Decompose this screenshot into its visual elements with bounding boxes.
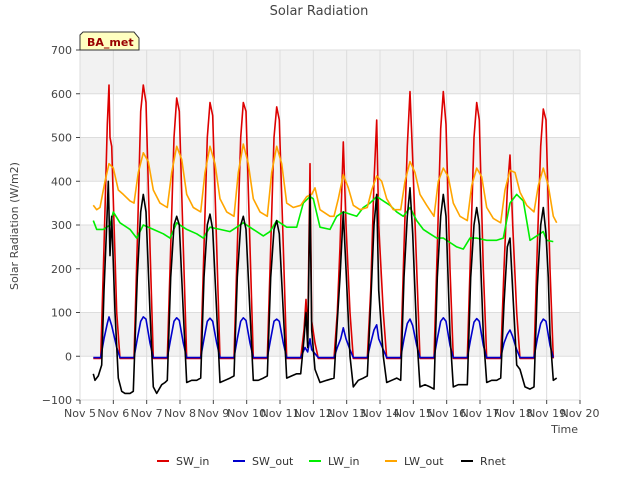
grid-bands (80, 50, 580, 357)
x-tick-label: Nov 17 (461, 407, 500, 420)
grid-band (80, 312, 580, 357)
legend-label: Rnet (480, 455, 506, 468)
grid-band (80, 137, 580, 182)
x-tick-label: Nov 19 (527, 407, 566, 420)
x-tick-label: Nov 5 (64, 407, 96, 420)
series-line-sw-out (93, 316, 555, 359)
y-tick-label: 700 (51, 44, 72, 57)
station-badge: BA_met (79, 31, 140, 51)
y-tick-label: −100 (42, 394, 72, 407)
station-badge-label: BA_met (87, 36, 134, 49)
grid-band (80, 50, 580, 94)
x-tick-label: Nov 16 (427, 407, 466, 420)
legend-label: SW_in (176, 455, 209, 468)
y-tick-label: 500 (51, 132, 72, 145)
legend: SW_in SW_out LW_in LW_out Rnet (157, 455, 506, 468)
x-tick-label: Nov 7 (131, 407, 163, 420)
legend-label: LW_out (404, 455, 444, 468)
x-tick-label: Nov 9 (197, 407, 229, 420)
x-tick-label: Nov 15 (394, 407, 433, 420)
x-tick-label: Nov 10 (227, 407, 266, 420)
legend-label: SW_out (252, 455, 294, 468)
y-axis-ticks: −100 0 100 200 300 400 500 600 700 (42, 44, 80, 407)
grid-band (80, 225, 580, 269)
x-tick-label: Nov 18 (494, 407, 533, 420)
x-tick-label: Nov 13 (327, 407, 366, 420)
legend-label: LW_in (328, 455, 360, 468)
series-line-lw-out (92, 143, 558, 224)
station-badge-box (79, 31, 140, 51)
y-tick-label: 600 (51, 88, 72, 101)
y-tick-label: 100 (51, 307, 72, 320)
series-layer (92, 84, 558, 395)
x-axis-label: Time (550, 423, 578, 436)
y-tick-label: 300 (51, 219, 72, 232)
x-tick-label: Nov 12 (294, 407, 333, 420)
x-tick-label: Nov 20 (561, 407, 600, 420)
x-tick-label: Nov 8 (164, 407, 196, 420)
y-tick-label: 200 (51, 263, 72, 276)
y-tick-label: 0 (65, 350, 72, 363)
y-tick-label: 400 (51, 175, 72, 188)
x-tick-label: Nov 6 (97, 407, 129, 420)
y-axis-label: Solar Radiation (W/m2) (8, 162, 21, 290)
series-line-sw-in (93, 84, 555, 360)
chart-title: Solar Radiation (270, 4, 369, 19)
x-tick-label: Nov 11 (261, 407, 300, 420)
series-line-rnet (92, 180, 558, 395)
x-tick-label: Nov 14 (361, 407, 400, 420)
